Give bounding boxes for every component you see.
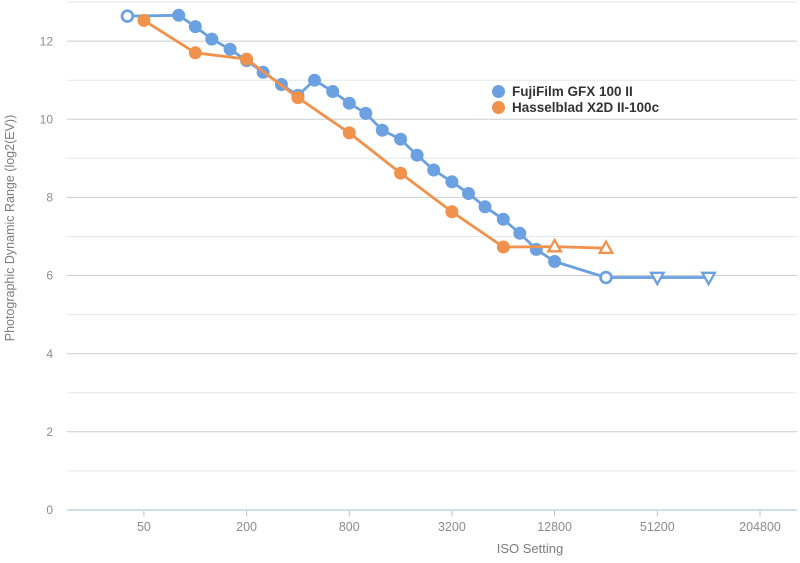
marker-fujifilm-gfx-100-ii-iso-640 — [326, 85, 340, 98]
series-line-hasselblad-x2d-ii-100c — [142, 19, 608, 250]
chart-legend: FujiFilm GFX 100 II Hasselblad X2D II-10… — [492, 83, 660, 115]
marker-fujifilm-gfx-100-ii-iso-1600 — [394, 132, 408, 146]
marker-hasselblad-x2d-ii-100c-iso-200 — [240, 52, 254, 66]
x-tick-label-51200: 51200 — [640, 520, 675, 534]
y-axis-title: Photographic Dynamic Range (log2(EV)) — [3, 115, 17, 342]
marker-hasselblad-x2d-ii-100c-iso-3200 — [445, 205, 459, 219]
marker-hasselblad-x2d-ii-100c-iso-12800 — [546, 237, 563, 253]
x-tick-label-200: 200 — [236, 520, 257, 534]
marker-fujifilm-gfx-100-ii-iso-3200 — [445, 175, 459, 189]
marker-fujifilm-gfx-100-ii-iso-102400 — [700, 271, 717, 287]
marker-hasselblad-x2d-ii-100c-iso-400 — [291, 91, 305, 105]
marker-fujifilm-gfx-100-ii-iso-4000 — [462, 187, 475, 200]
marker-fujifilm-gfx-100-ii-iso-1250 — [375, 123, 389, 137]
marker-fujifilm-gfx-100-ii-iso-6400 — [496, 212, 510, 226]
legend-label-fujifilm: FujiFilm GFX 100 II — [512, 83, 633, 99]
marker-fujifilm-gfx-100-ii-iso-800 — [342, 96, 356, 110]
marker-fujifilm-gfx-100-ii-iso-8000 — [513, 226, 527, 240]
marker-fujifilm-gfx-100-ii-iso-100 — [188, 20, 202, 34]
marker-fujifilm-gfx-100-ii-iso-500 — [308, 73, 321, 87]
marker-fujifilm-gfx-100-ii-iso-25600 — [599, 270, 613, 285]
x-tick-label-12800: 12800 — [537, 520, 572, 534]
marker-fujifilm-gfx-100-ii-iso-80 — [172, 8, 186, 22]
x-tick-label-800: 800 — [339, 520, 360, 534]
x-axis-title: ISO Setting — [497, 541, 563, 556]
marker-fujifilm-gfx-100-ii-iso-40 — [120, 9, 135, 23]
legend-label-hasselblad: Hasselblad X2D II-100c — [512, 99, 660, 115]
marker-fujifilm-gfx-100-ii-iso-5000 — [478, 200, 492, 214]
marker-fujifilm-gfx-100-ii-iso-51200 — [649, 271, 666, 287]
marker-hasselblad-x2d-ii-100c-iso-50 — [137, 13, 151, 27]
y-tick-label-10: 10 — [40, 112, 54, 126]
series-marker-fujifilm-icon — [492, 84, 505, 98]
series-marker-hasselblad-icon — [492, 100, 505, 114]
marker-hasselblad-x2d-ii-100c-iso-25600 — [597, 239, 615, 255]
marker-hasselblad-x2d-ii-100c-iso-1600 — [394, 166, 408, 180]
y-tick-label-6: 6 — [46, 269, 53, 283]
y-tick-label-0: 0 — [46, 503, 53, 517]
x-tick-label-3200: 3200 — [438, 520, 466, 534]
y-tick-label-12: 12 — [40, 34, 54, 48]
x-tick-label-204800: 204800 — [739, 520, 781, 534]
marker-fujifilm-gfx-100-ii-iso-2500 — [427, 163, 441, 177]
y-tick-label-8: 8 — [46, 191, 53, 205]
marker-fujifilm-gfx-100-ii-iso-2000 — [410, 148, 424, 162]
legend-item-fujifilm-gfx-100-ii: FujiFilm GFX 100 II — [492, 83, 659, 99]
marker-fujifilm-gfx-100-ii-iso-125 — [205, 32, 219, 46]
marker-fujifilm-gfx-100-ii-iso-12800 — [548, 255, 562, 268]
marker-fujifilm-gfx-100-ii-iso-10000 — [529, 242, 543, 256]
marker-fujifilm-gfx-100-ii-iso-160 — [223, 42, 237, 56]
marker-hasselblad-x2d-ii-100c-iso-800 — [342, 126, 356, 140]
marker-fujifilm-gfx-100-ii-iso-1000 — [359, 106, 373, 120]
y-tick-label-2: 2 — [46, 425, 53, 439]
marker-hasselblad-x2d-ii-100c-iso-6400 — [496, 240, 510, 254]
x-tick-label-50: 50 — [137, 520, 151, 534]
marker-hasselblad-x2d-ii-100c-iso-100 — [188, 46, 202, 60]
legend-item-hasselblad-x2d-ii-100c: Hasselblad X2D II-100c — [492, 99, 660, 115]
y-tick-label-4: 4 — [46, 347, 53, 361]
